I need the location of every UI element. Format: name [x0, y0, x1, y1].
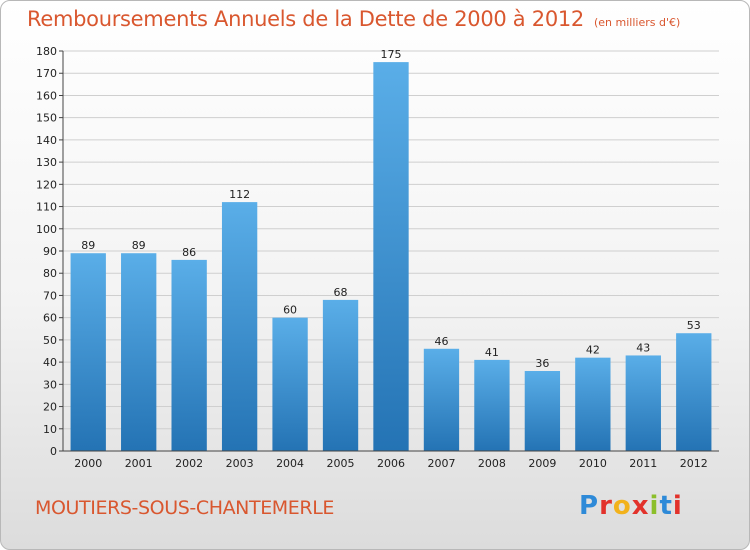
- bar-2007: [423, 348, 460, 451]
- bar-2009: [524, 371, 561, 451]
- logo-letter: t: [659, 491, 673, 521]
- y-tick-label: 140: [36, 134, 57, 147]
- bar-2000: [70, 253, 106, 451]
- y-tick-label: 130: [36, 156, 57, 169]
- x-tick-label-2008: 2008: [478, 457, 506, 470]
- data-label-2000: 89: [81, 239, 95, 252]
- logo-letter: o: [612, 491, 632, 521]
- x-tick-label-2011: 2011: [629, 457, 657, 470]
- data-label-2002: 86: [182, 246, 196, 259]
- y-tick-label: 180: [36, 45, 57, 58]
- y-tick-label: 160: [36, 89, 57, 102]
- bar-2012: [676, 333, 712, 451]
- bar-2008: [474, 359, 510, 451]
- bar-2003: [221, 202, 258, 451]
- data-label-2006: 175: [381, 48, 402, 61]
- x-tick-label-2001: 2001: [125, 457, 153, 470]
- logo-letter: r: [599, 491, 613, 521]
- y-tick-label: 70: [43, 289, 57, 302]
- y-tick-label: 40: [43, 356, 57, 369]
- y-tick-label: 30: [43, 378, 57, 391]
- x-axis: 2000 2001 2002 2003 2004 2005 2006 2007 2008 2009…: [63, 450, 719, 470]
- logo-letter: i: [649, 491, 660, 521]
- y-tick-label: 80: [43, 267, 57, 280]
- y-tick-label: 90: [43, 245, 57, 258]
- x-tick-label-2006: 2006: [377, 457, 405, 470]
- y-tick-label: 120: [36, 178, 57, 191]
- bar-2010: [575, 357, 611, 451]
- unit-note: (en milliers d'€): [594, 16, 681, 29]
- data-label-2001: 89: [132, 239, 146, 252]
- bar-2004: [272, 317, 308, 451]
- bar-2011: [625, 355, 661, 451]
- chart-title-text: Remboursements Annuels de la Dette de 20…: [27, 7, 584, 31]
- bar-2006: [373, 62, 409, 451]
- y-tick-label: 20: [43, 401, 57, 414]
- x-tick-label-2010: 2010: [579, 457, 607, 470]
- bar-2001: [121, 253, 157, 451]
- x-tick-label-2012: 2012: [680, 457, 708, 470]
- bar-2005: [322, 299, 359, 451]
- x-tick-label-2003: 2003: [226, 457, 254, 470]
- y-axis: 0 10 20 30 40 50 60 70 80 90 100 110 120 130 140 150 160…: [36, 45, 64, 458]
- y-tick-label: 110: [36, 201, 57, 214]
- data-label-2003: 112: [229, 188, 250, 201]
- x-tick-label-2002: 2002: [175, 457, 203, 470]
- chart-title: Remboursements Annuels de la Dette de 20…: [27, 7, 680, 31]
- data-label-2012: 53: [687, 319, 701, 332]
- y-tick-label: 10: [43, 423, 57, 436]
- x-tick-label-2000: 2000: [74, 457, 102, 470]
- data-label-2011: 43: [636, 341, 650, 354]
- data-label-2005: 68: [334, 286, 348, 299]
- proxiti-logo: Proxiti: [579, 491, 683, 521]
- data-label-2004: 60: [283, 304, 297, 317]
- logo-letter: P: [579, 491, 600, 521]
- x-tick-label-2005: 2005: [327, 457, 355, 470]
- data-label-2007: 46: [434, 335, 448, 348]
- bar-2002: [171, 259, 207, 451]
- y-tick-label: 170: [36, 67, 57, 80]
- x-tick-label-2004: 2004: [276, 457, 304, 470]
- y-tick-label: 60: [43, 312, 57, 325]
- y-tick-label: 0: [50, 445, 57, 458]
- data-label-2009: 36: [535, 357, 549, 370]
- logo-letter: x: [631, 491, 650, 521]
- x-tick-label-2009: 2009: [528, 457, 556, 470]
- bars: [70, 62, 712, 451]
- x-tick-label-2007: 2007: [427, 457, 455, 470]
- logo-letter: i: [672, 491, 683, 521]
- y-tick-label: 50: [43, 334, 57, 347]
- data-label-2010: 42: [586, 344, 600, 357]
- data-labels: 89 89 86 112 60 68 175 46 41 36 42 43 53: [81, 48, 701, 370]
- commune-name: MOUTIERS-SOUS-CHANTEMERLE: [35, 497, 334, 519]
- data-label-2008: 41: [485, 346, 499, 359]
- y-tick-label: 150: [36, 112, 57, 125]
- y-tick-label: 100: [36, 223, 57, 236]
